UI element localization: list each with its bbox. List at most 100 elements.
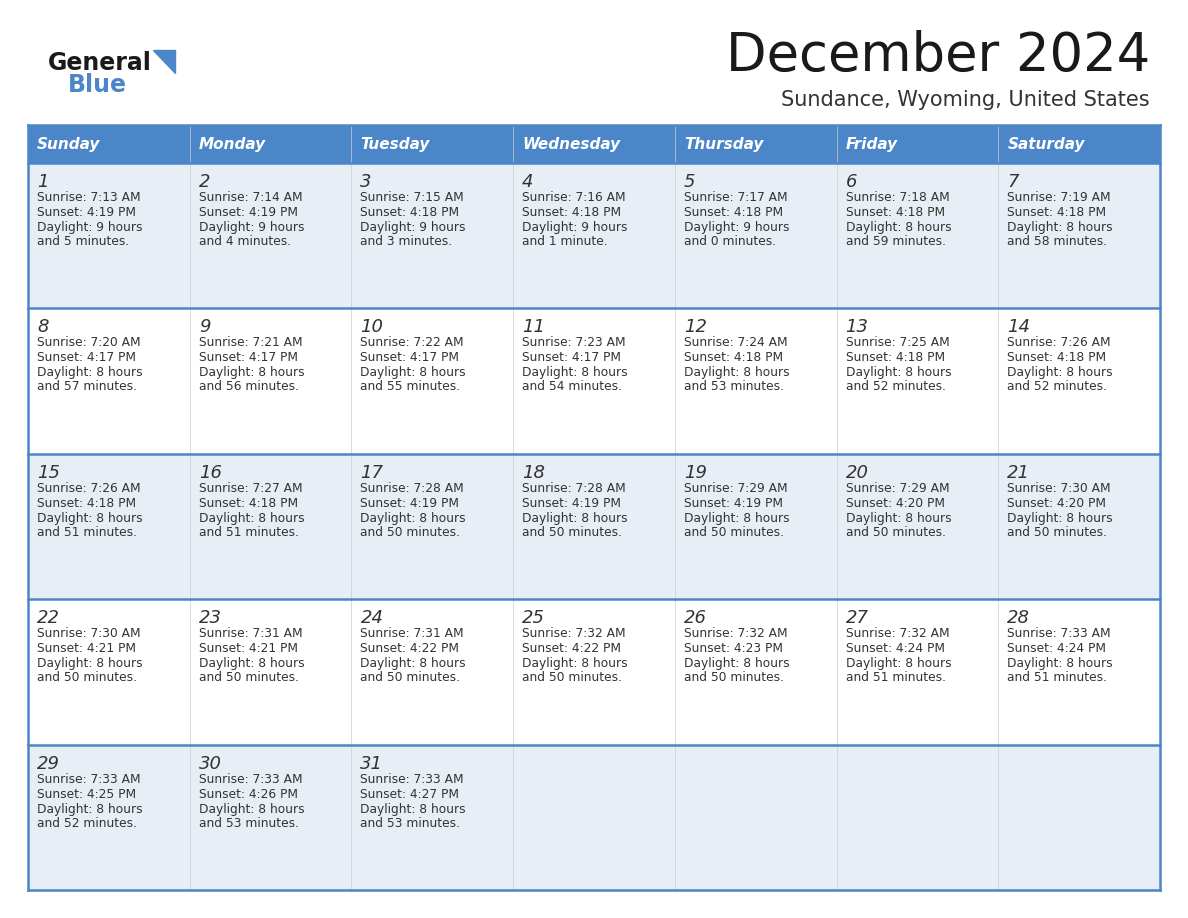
Text: and 51 minutes.: and 51 minutes.	[1007, 671, 1107, 684]
Text: and 50 minutes.: and 50 minutes.	[523, 526, 623, 539]
Text: Sunset: 4:22 PM: Sunset: 4:22 PM	[360, 643, 460, 655]
Text: 26: 26	[684, 610, 707, 627]
Text: Sunset: 4:17 PM: Sunset: 4:17 PM	[360, 352, 460, 364]
Text: Daylight: 8 hours: Daylight: 8 hours	[198, 657, 304, 670]
Bar	[675, 125, 836, 163]
Text: Daylight: 8 hours: Daylight: 8 hours	[360, 512, 466, 525]
Text: Daylight: 8 hours: Daylight: 8 hours	[37, 802, 143, 815]
Text: Sunrise: 7:28 AM: Sunrise: 7:28 AM	[360, 482, 465, 495]
Text: and 52 minutes.: and 52 minutes.	[846, 380, 946, 394]
Text: Blue: Blue	[68, 73, 127, 97]
Text: and 54 minutes.: and 54 minutes.	[523, 380, 623, 394]
Text: and 3 minutes.: and 3 minutes.	[360, 235, 453, 248]
Text: Sunrise: 7:29 AM: Sunrise: 7:29 AM	[846, 482, 949, 495]
Text: Daylight: 8 hours: Daylight: 8 hours	[846, 221, 952, 234]
Text: Sunset: 4:21 PM: Sunset: 4:21 PM	[198, 643, 298, 655]
Text: 14: 14	[1007, 319, 1030, 336]
Text: and 50 minutes.: and 50 minutes.	[846, 526, 946, 539]
Text: and 50 minutes.: and 50 minutes.	[198, 671, 298, 684]
Text: Sunset: 4:17 PM: Sunset: 4:17 PM	[37, 352, 135, 364]
Text: and 53 minutes.: and 53 minutes.	[360, 817, 461, 830]
Text: Sunrise: 7:28 AM: Sunrise: 7:28 AM	[523, 482, 626, 495]
Bar	[998, 125, 1159, 163]
Text: and 50 minutes.: and 50 minutes.	[523, 671, 623, 684]
Text: 19: 19	[684, 464, 707, 482]
Text: Sunset: 4:18 PM: Sunset: 4:18 PM	[846, 352, 944, 364]
Text: 29: 29	[37, 755, 61, 773]
Text: 11: 11	[523, 319, 545, 336]
Text: and 50 minutes.: and 50 minutes.	[684, 526, 784, 539]
Text: Daylight: 9 hours: Daylight: 9 hours	[198, 221, 304, 234]
Text: and 51 minutes.: and 51 minutes.	[37, 526, 137, 539]
Text: 17: 17	[360, 464, 384, 482]
Text: Sunset: 4:18 PM: Sunset: 4:18 PM	[684, 206, 783, 219]
Text: Daylight: 8 hours: Daylight: 8 hours	[37, 366, 143, 379]
Text: Sunrise: 7:33 AM: Sunrise: 7:33 AM	[1007, 627, 1111, 640]
Text: Friday: Friday	[846, 137, 898, 151]
Text: Sunset: 4:26 PM: Sunset: 4:26 PM	[198, 788, 298, 800]
Text: 18: 18	[523, 464, 545, 482]
Text: Sunrise: 7:15 AM: Sunrise: 7:15 AM	[360, 191, 465, 204]
Text: Sunrise: 7:24 AM: Sunrise: 7:24 AM	[684, 336, 788, 350]
Text: Daylight: 8 hours: Daylight: 8 hours	[684, 366, 790, 379]
Text: and 1 minute.: and 1 minute.	[523, 235, 608, 248]
Text: 1: 1	[37, 173, 49, 191]
Text: 2: 2	[198, 173, 210, 191]
Text: 16: 16	[198, 464, 222, 482]
Text: Sunset: 4:23 PM: Sunset: 4:23 PM	[684, 643, 783, 655]
Text: Sunrise: 7:31 AM: Sunrise: 7:31 AM	[198, 627, 302, 640]
Text: Sunset: 4:17 PM: Sunset: 4:17 PM	[198, 352, 298, 364]
Text: and 55 minutes.: and 55 minutes.	[360, 380, 461, 394]
Text: Sunrise: 7:30 AM: Sunrise: 7:30 AM	[1007, 482, 1111, 495]
Text: Sunset: 4:18 PM: Sunset: 4:18 PM	[198, 497, 298, 509]
Text: Sunrise: 7:20 AM: Sunrise: 7:20 AM	[37, 336, 140, 350]
Text: and 57 minutes.: and 57 minutes.	[37, 380, 137, 394]
Text: Daylight: 8 hours: Daylight: 8 hours	[360, 802, 466, 815]
Text: Daylight: 8 hours: Daylight: 8 hours	[1007, 657, 1113, 670]
Text: 12: 12	[684, 319, 707, 336]
Text: 3: 3	[360, 173, 372, 191]
Text: Daylight: 8 hours: Daylight: 8 hours	[684, 657, 790, 670]
Text: Daylight: 8 hours: Daylight: 8 hours	[523, 512, 627, 525]
Text: Sunday: Sunday	[37, 137, 100, 151]
Text: Sunset: 4:20 PM: Sunset: 4:20 PM	[1007, 497, 1106, 509]
Text: and 50 minutes.: and 50 minutes.	[1007, 526, 1107, 539]
Text: Daylight: 8 hours: Daylight: 8 hours	[198, 512, 304, 525]
Text: Sunset: 4:19 PM: Sunset: 4:19 PM	[684, 497, 783, 509]
Text: Sunrise: 7:33 AM: Sunrise: 7:33 AM	[198, 773, 302, 786]
Text: 4: 4	[523, 173, 533, 191]
Text: Sunrise: 7:25 AM: Sunrise: 7:25 AM	[846, 336, 949, 350]
Text: 28: 28	[1007, 610, 1030, 627]
Text: and 51 minutes.: and 51 minutes.	[846, 671, 946, 684]
Text: Daylight: 8 hours: Daylight: 8 hours	[360, 657, 466, 670]
Text: Sunrise: 7:16 AM: Sunrise: 7:16 AM	[523, 191, 626, 204]
Text: and 50 minutes.: and 50 minutes.	[37, 671, 137, 684]
Text: Daylight: 8 hours: Daylight: 8 hours	[198, 366, 304, 379]
Text: General: General	[48, 51, 152, 75]
Text: Sunrise: 7:27 AM: Sunrise: 7:27 AM	[198, 482, 302, 495]
Bar	[190, 125, 352, 163]
Text: Sunset: 4:21 PM: Sunset: 4:21 PM	[37, 643, 135, 655]
Text: 22: 22	[37, 610, 61, 627]
Text: Daylight: 9 hours: Daylight: 9 hours	[37, 221, 143, 234]
Text: 30: 30	[198, 755, 222, 773]
Text: Sunrise: 7:17 AM: Sunrise: 7:17 AM	[684, 191, 788, 204]
Text: Daylight: 9 hours: Daylight: 9 hours	[360, 221, 466, 234]
Bar	[29, 599, 1159, 744]
Text: 31: 31	[360, 755, 384, 773]
Text: Sunrise: 7:32 AM: Sunrise: 7:32 AM	[523, 627, 626, 640]
Text: Sunrise: 7:31 AM: Sunrise: 7:31 AM	[360, 627, 465, 640]
Text: Sunset: 4:18 PM: Sunset: 4:18 PM	[1007, 206, 1106, 219]
Text: Saturday: Saturday	[1007, 137, 1085, 151]
Text: Sunset: 4:18 PM: Sunset: 4:18 PM	[37, 497, 137, 509]
Text: Daylight: 8 hours: Daylight: 8 hours	[37, 657, 143, 670]
Text: Sunset: 4:24 PM: Sunset: 4:24 PM	[1007, 643, 1106, 655]
Text: and 50 minutes.: and 50 minutes.	[360, 671, 461, 684]
Bar	[29, 308, 1159, 453]
Text: 7: 7	[1007, 173, 1019, 191]
Text: Daylight: 8 hours: Daylight: 8 hours	[846, 512, 952, 525]
Text: 6: 6	[846, 173, 857, 191]
Text: Daylight: 8 hours: Daylight: 8 hours	[360, 366, 466, 379]
Text: Daylight: 8 hours: Daylight: 8 hours	[846, 657, 952, 670]
Text: Sunrise: 7:26 AM: Sunrise: 7:26 AM	[37, 482, 140, 495]
